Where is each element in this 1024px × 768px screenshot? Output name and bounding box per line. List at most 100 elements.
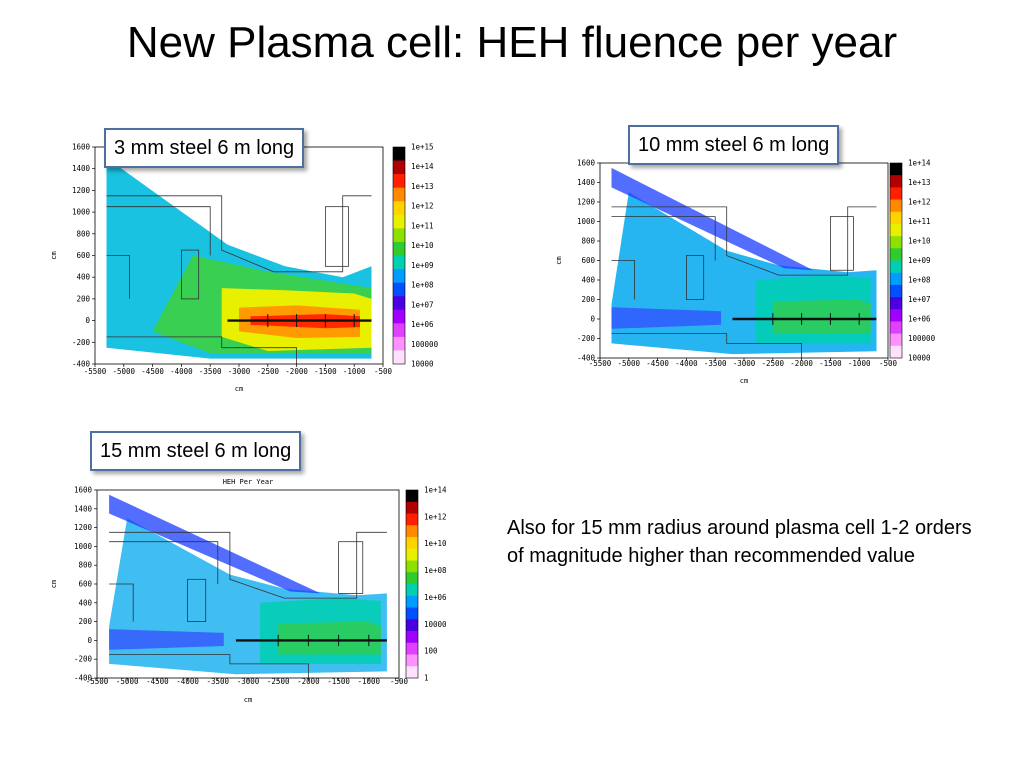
detector-geometry: [106, 195, 372, 364]
fluence-field: [109, 494, 387, 675]
y-tick-label-6: 400: [78, 598, 92, 607]
colorbar-segment-0: [393, 147, 405, 161]
x-tick-label-8: -1500: [327, 677, 350, 686]
x-tick-label-9: -1000: [848, 359, 871, 368]
field-beam-streak: [611, 307, 721, 329]
colorbar-label-9: 100000: [908, 334, 936, 343]
colorbar-label-6: 100: [424, 647, 438, 656]
colorbar-label-1: 1e+13: [908, 178, 931, 187]
colorbar-segment-11: [890, 297, 902, 310]
y-tick-label-4: 800: [581, 237, 595, 246]
colorbar-segment-1: [393, 160, 405, 175]
x-tick-label-2: -4500: [146, 677, 169, 686]
colorbar-label-7: 1e+07: [908, 295, 931, 304]
colorbar-label-8: 1e+06: [908, 315, 931, 324]
colorbar-label-9: 1e+06: [411, 320, 434, 329]
colorbar-segment-4: [890, 211, 902, 225]
colorbar-segment-5: [890, 223, 902, 237]
x-tick-label-6: -2500: [762, 359, 785, 368]
x-axis-label: cm: [235, 385, 243, 393]
y-tick-label-7: 200: [581, 295, 595, 304]
colorbar-label-2: 1e+13: [411, 182, 434, 191]
y-tick-label-0: 1600: [74, 486, 93, 495]
y-tick-label-4: 800: [76, 229, 90, 238]
colorbar-segment-9: [890, 272, 902, 286]
x-tick-label-2: -4500: [646, 359, 669, 368]
colorbar-segment-15: [890, 345, 902, 359]
colorbar-segment-7: [406, 572, 418, 585]
colorbar-segment-14: [406, 654, 418, 667]
x-tick-label-6: -2500: [257, 367, 280, 376]
colorbar-segment-8: [406, 584, 418, 597]
colorbar-segment-3: [890, 199, 902, 213]
colorbar-label-0: 1e+14: [424, 486, 447, 495]
x-tick-label-3: -4000: [176, 677, 199, 686]
colorbar-label-5: 1e+10: [411, 241, 434, 250]
field-green: [772, 299, 871, 334]
y-tick-label-5: 600: [78, 580, 92, 589]
colorbar-label-8: 1e+07: [411, 300, 434, 309]
chart-title: HEH Per Year: [223, 478, 274, 486]
y-tick-label-1: 1400: [72, 164, 91, 173]
colorbar-segment-0: [406, 490, 418, 503]
x-tick-label-5: -3000: [237, 677, 260, 686]
colorbar-segment-6: [393, 228, 405, 243]
x-tick-label-10: -500: [879, 359, 898, 368]
x-tick-label-1: -5000: [113, 367, 136, 376]
detector-geometry: [611, 206, 877, 358]
colorbar-label-3: 1e+11: [908, 217, 931, 226]
y-tick-label-10: -400: [577, 354, 596, 363]
colorbar-label-5: 10000: [424, 620, 447, 629]
colorbar-segment-11: [406, 619, 418, 632]
colorbar-segment-7: [890, 248, 902, 261]
colorbar-segment-6: [406, 560, 418, 573]
colorbar-segment-12: [890, 309, 902, 322]
x-tick-label-7: -2000: [790, 359, 813, 368]
colorbar-segment-3: [406, 525, 418, 538]
x-tick-label-8: -1500: [314, 367, 337, 376]
heatmap-10mm: -5500 -5000 -4500 -4000 -3500 -3000 -2500 -2000…: [555, 159, 936, 386]
colorbar-segment-3: [393, 187, 405, 202]
outline-block: [187, 578, 207, 623]
outline-box: [338, 541, 364, 594]
x-tick-label-7: -2000: [285, 367, 308, 376]
y-tick-label-3: 1000: [577, 217, 596, 226]
x-tick-label-4: -3500: [199, 367, 222, 376]
heatmap-3mm: -5500 -5000 -4500 -4000 -3500 -3000 -2500 -2000…: [50, 143, 439, 394]
colorbar-label-2: 1e+12: [908, 198, 931, 207]
x-tick-label-10: -500: [390, 677, 409, 686]
colorbar-segment-2: [890, 187, 902, 200]
x-tick-label-4: -3500: [704, 359, 727, 368]
colorbar-segment-15: [406, 666, 418, 679]
heatmap-panel-3mm: -5500 -5000 -4500 -4000 -3500 -3000 -2500 -2000…: [50, 140, 470, 395]
x-tick-label-0: -5500: [589, 359, 612, 368]
colorbar-label-0: 1e+14: [908, 159, 931, 168]
colorbar-segment-10: [393, 282, 405, 297]
y-tick-label-2: 1200: [74, 523, 93, 532]
y-tick-label-8: 0: [590, 315, 595, 324]
y-tick-label-4: 800: [78, 561, 92, 570]
colorbar-label-7: 1e+08: [411, 281, 434, 290]
colorbar-segment-9: [393, 269, 405, 283]
colorbar-segment-13: [393, 323, 405, 338]
colorbar-label-0: 1e+15: [411, 143, 434, 152]
x-tick-label-9: -1000: [358, 677, 381, 686]
heatmap-15mm: HEH Per Year-5500 -5000 -4500 -4000 -3500 -30…: [50, 478, 447, 704]
outline-lower: [109, 654, 309, 678]
y-tick-label-2: 1200: [72, 186, 91, 195]
x-tick-label-7: -2000: [297, 677, 320, 686]
colorbar-segment-8: [393, 255, 405, 270]
y-tick-label-1: 1400: [74, 504, 93, 513]
colorbar-segment-2: [393, 174, 405, 188]
fluence-field: [611, 167, 877, 355]
colorbar-label-7: 1: [424, 674, 429, 683]
x-tick-label-10: -500: [374, 367, 393, 376]
x-tick-label-0: -5500: [86, 677, 109, 686]
colorbar-segment-10: [890, 284, 902, 298]
outline-box: [324, 206, 349, 267]
outline-lower: [106, 336, 298, 364]
heatmap-panel-15mm: HEH Per Year -5500 -5000 -4500 -4000 -3500 -30…: [50, 474, 470, 710]
y-tick-label-3: 1000: [72, 208, 91, 217]
colorbar-segment-9: [406, 595, 418, 608]
heatmap-panel-10mm: -5500 -5000 -4500 -4000 -3500 -3000 -2500 -2000…: [555, 156, 975, 388]
